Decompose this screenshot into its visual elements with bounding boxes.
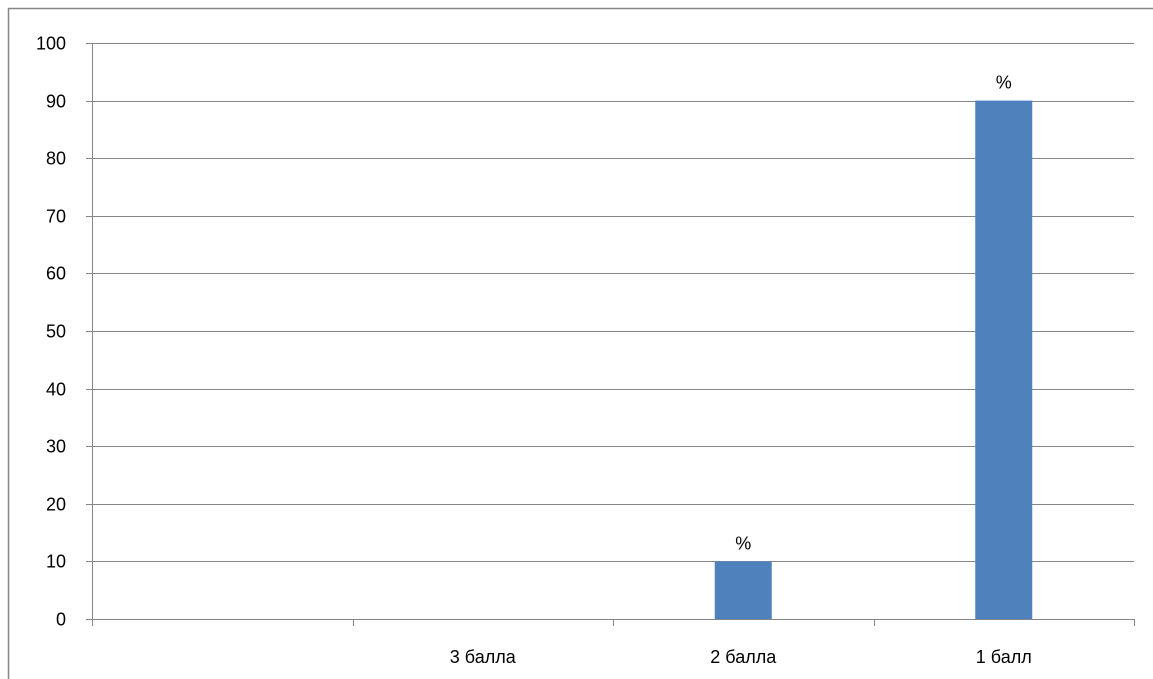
y-tick-label-8: 80 xyxy=(46,149,66,169)
y-tick-label-5: 50 xyxy=(46,322,66,342)
data-labels: %% xyxy=(735,73,1012,554)
data-label-2: % xyxy=(735,533,751,553)
y-tick-label-4: 40 xyxy=(46,380,66,400)
bar-3 xyxy=(975,101,1032,619)
y-tick-label-6: 60 xyxy=(46,264,66,284)
bars xyxy=(715,101,1033,619)
x-tick-label-3: 1 балл xyxy=(976,647,1032,667)
x-tick-label-2: 2 балла xyxy=(710,647,777,667)
y-tick-label-7: 70 xyxy=(46,207,66,227)
y-tick-label-10: 100 xyxy=(36,34,66,54)
bar-2 xyxy=(715,561,772,619)
y-tick-label-0: 0 xyxy=(56,610,66,630)
y-tick-labels: 0 10 20 30 40 50 60 70 80 90 100 xyxy=(36,34,66,630)
y-tick-label-3: 30 xyxy=(46,437,66,457)
y-tick-label-1: 10 xyxy=(46,552,66,572)
data-label-3: % xyxy=(996,73,1012,93)
y-tick-label-9: 90 xyxy=(46,92,66,112)
x-tick-labels: 3 балла 2 балла 1 балл xyxy=(450,647,1032,667)
x-tick-label-1: 3 балла xyxy=(450,647,517,667)
y-tick-label-2: 20 xyxy=(46,495,66,515)
